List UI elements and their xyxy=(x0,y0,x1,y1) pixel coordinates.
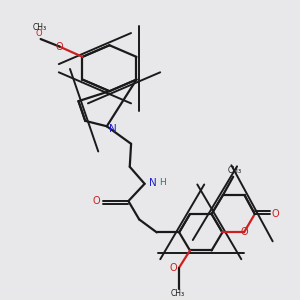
Text: H: H xyxy=(159,178,166,188)
Text: O: O xyxy=(56,42,63,52)
Text: N: N xyxy=(149,178,157,188)
Text: N: N xyxy=(109,124,117,134)
Text: O: O xyxy=(169,262,177,272)
Text: O: O xyxy=(93,196,100,206)
Text: CH₃: CH₃ xyxy=(171,290,185,298)
Text: O: O xyxy=(240,227,248,237)
Text: O: O xyxy=(272,209,279,219)
Text: CH₃: CH₃ xyxy=(227,166,242,175)
Text: CH₃: CH₃ xyxy=(32,23,46,32)
Text: O: O xyxy=(36,28,43,38)
